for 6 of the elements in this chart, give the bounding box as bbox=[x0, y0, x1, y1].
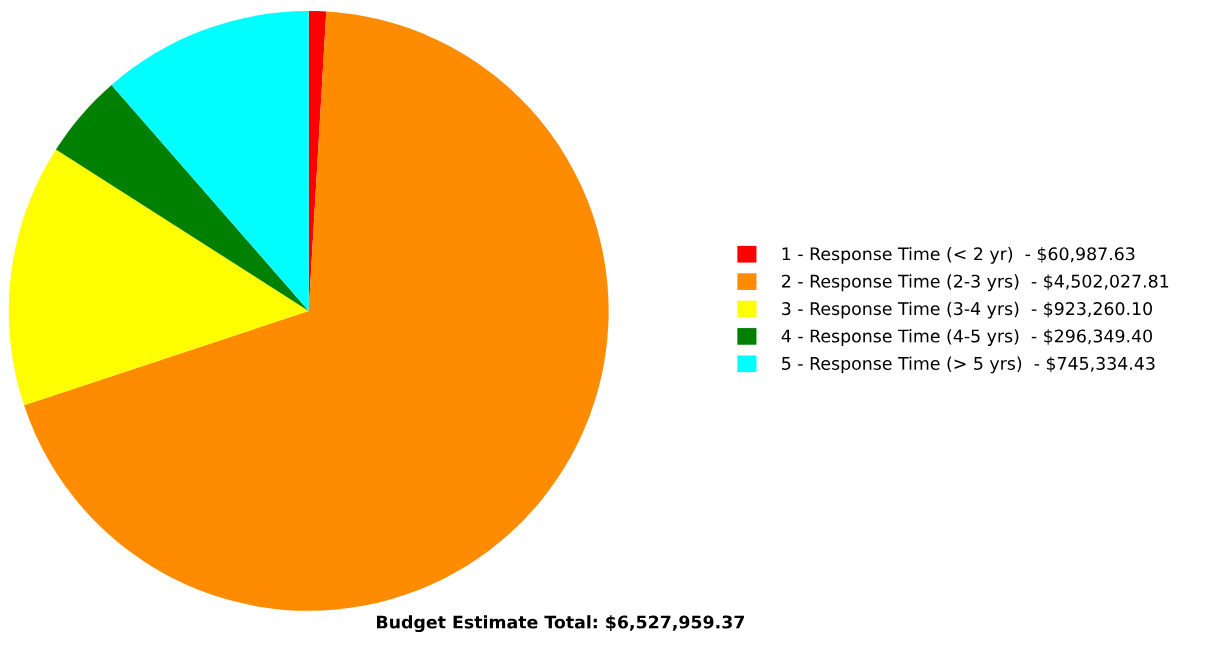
text: Budget Estimate Total: $6,527,959.37 bbox=[377, 615, 744, 633]
legend-label: 4 - Response Time (4-5 yrs) - $296,349.40 bbox=[781, 329, 1152, 346]
legend-label: 1 - Response Time (< 2 yr) - $60,987.63 bbox=[782, 246, 1135, 264]
legend-label: 3 - Response Time (3-4 yrs) - $923,260.10 bbox=[782, 301, 1152, 319]
legend-label: 2 - Response Time (2-3 yrs) - $4,502,027.81 bbox=[782, 274, 1169, 292]
legend-label: 5 - Response Time (> 5 yrs) - $745,334.43 bbox=[782, 356, 1155, 374]
